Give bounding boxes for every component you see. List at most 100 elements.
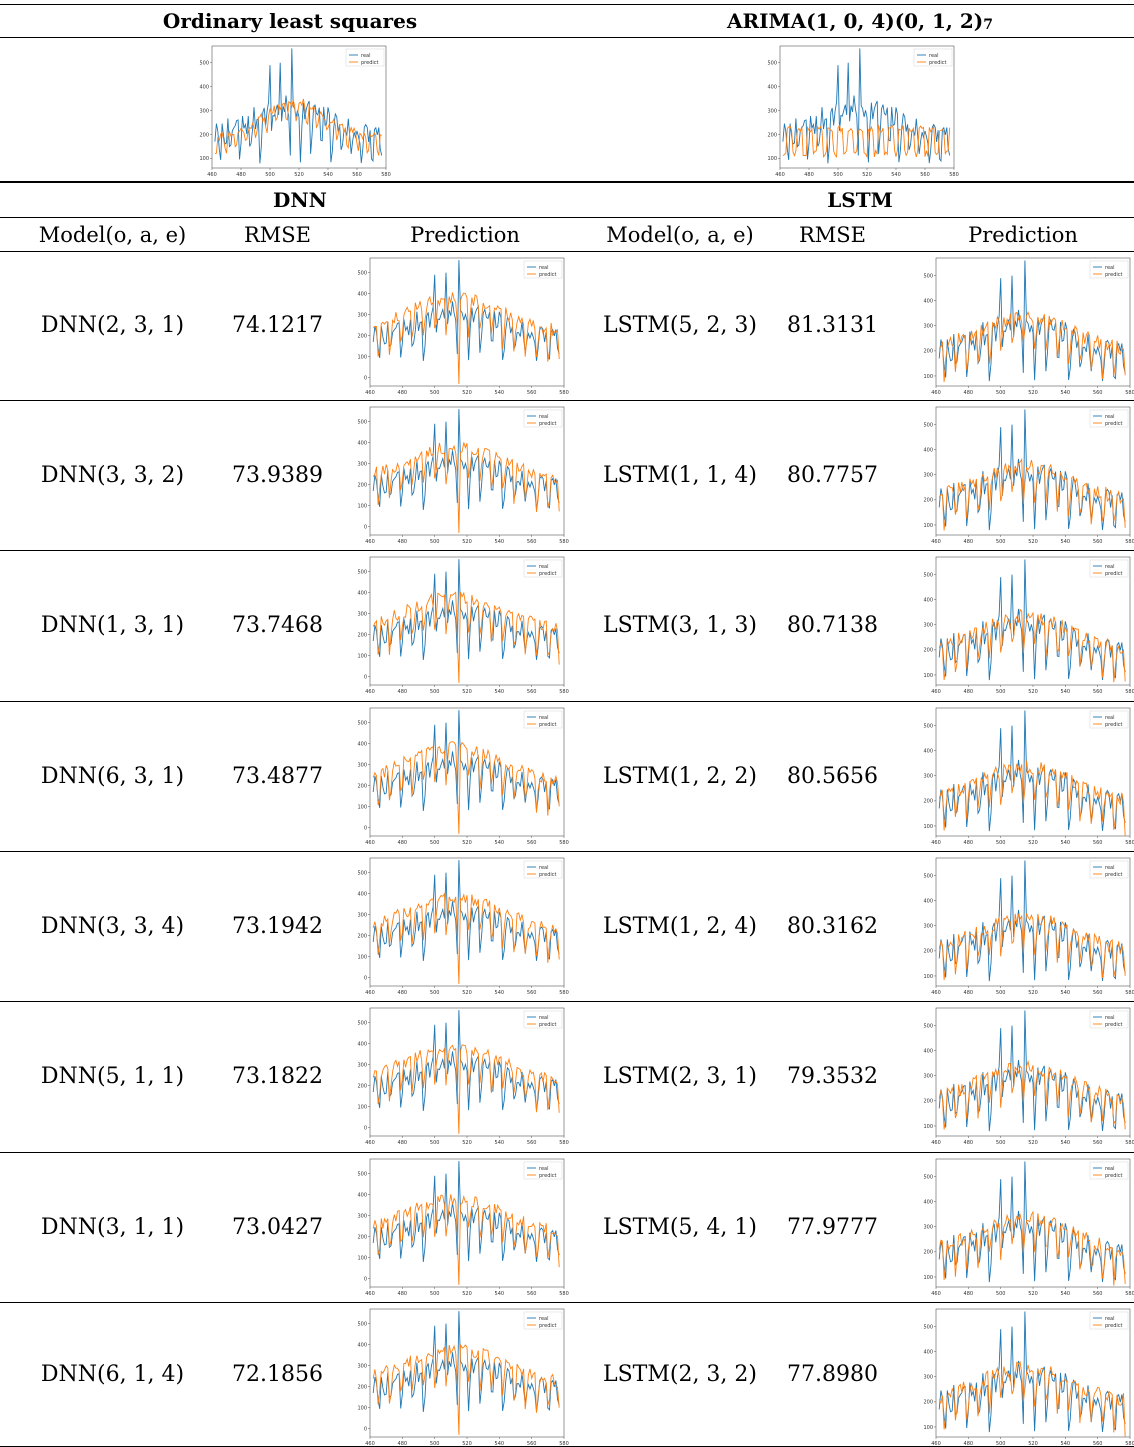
y-tick-label: 400	[199, 84, 209, 90]
y-tick-label: 400	[357, 1041, 367, 1047]
y-tick-label: 400	[923, 898, 933, 904]
y-tick-label: 100	[357, 954, 367, 960]
legend-predict-label: predict	[1105, 1022, 1123, 1028]
x-tick-label: 560	[1093, 539, 1103, 545]
real-series-line	[372, 860, 560, 961]
x-tick-label: 580	[559, 390, 569, 396]
y-tick-label: 200	[357, 482, 367, 488]
y-tick-label: 500	[923, 1023, 933, 1029]
x-tick-label: 480	[398, 1140, 408, 1146]
dnn-prediction-plot: 460 480 500 520 540 560 580 0 100 200 300 400 500 rea…	[357, 1308, 569, 1447]
y-tick-label: 300	[357, 762, 367, 768]
x-tick-label: 580	[559, 1441, 569, 1447]
dnn-rmse-cell: 72.1856	[232, 1361, 323, 1387]
predict-series-line	[938, 457, 1126, 531]
predict-series-line	[372, 442, 560, 533]
table-rule	[0, 701, 1134, 702]
x-tick-label: 540	[495, 1140, 505, 1146]
legend-predict-label: predict	[539, 571, 557, 577]
y-tick-label: 100	[357, 1104, 367, 1110]
legend-predict-label: predict	[539, 722, 557, 728]
x-tick-label: 540	[495, 840, 505, 846]
real-series-line	[938, 260, 1126, 382]
lstm-rmse-cell: 80.5656	[787, 763, 878, 789]
x-tick-label: 480	[964, 1441, 974, 1447]
predict-series-line	[938, 1059, 1126, 1130]
predict-series-line	[938, 760, 1126, 837]
x-tick-label: 460	[775, 172, 785, 178]
x-tick-label: 540	[495, 1441, 505, 1447]
dnn-model-cell: DNN(5, 1, 1)	[40, 1064, 185, 1089]
table-rule	[0, 181, 1134, 183]
dnn-prediction-plot: 460 480 500 520 540 560 580 0 100 200 300 400 500 rea…	[357, 556, 569, 695]
y-tick-label: 300	[357, 1363, 367, 1369]
real-series-line	[372, 260, 560, 361]
lstm-model-cell: LSTM(2, 3, 2)	[602, 1361, 757, 1387]
y-tick-label: 400	[357, 1192, 367, 1198]
y-tick-label: 400	[357, 440, 367, 446]
legend-real-label: real	[929, 53, 938, 59]
x-tick-label: 520	[462, 1140, 472, 1146]
dnn-prediction-plot: 460 480 500 520 540 560 580 0 100 200 300 400 500 rea…	[357, 1007, 569, 1146]
x-tick-label: 540	[1061, 840, 1071, 846]
x-tick-label: 540	[495, 990, 505, 996]
y-tick-label: 200	[923, 1250, 933, 1256]
x-tick-label: 480	[398, 1291, 408, 1297]
x-tick-label: 500	[430, 539, 440, 545]
predict-series-line	[214, 98, 382, 156]
lstm-prediction-plot: 460 480 500 520 540 560 580 100 200 300 400 500 real…	[923, 257, 1134, 396]
real-series-line	[372, 559, 560, 660]
x-tick-label: 500	[430, 840, 440, 846]
legend-predict-label: predict	[539, 421, 557, 427]
x-tick-label: 560	[527, 1140, 537, 1146]
x-tick-label: 560	[1093, 390, 1103, 396]
lstm-prediction-plot: 460 480 500 520 540 560 580 100 200 300 400 500 real…	[923, 1308, 1134, 1447]
lstm-rmse-cell: 80.7138	[787, 613, 878, 638]
x-tick-label: 560	[527, 539, 537, 545]
col-header-model-lstm: Model(o, a, e)	[606, 223, 754, 247]
y-tick-label: 100	[923, 374, 933, 380]
y-tick-label: 200	[923, 1099, 933, 1105]
x-tick-label: 460	[931, 390, 941, 396]
x-tick-label: 460	[365, 840, 375, 846]
y-tick-label: 400	[923, 298, 933, 304]
lstm-rmse-cell: 77.9777	[787, 1214, 878, 1240]
x-tick-label: 480	[398, 689, 408, 695]
x-tick-label: 580	[1125, 1291, 1134, 1297]
y-tick-label: 0	[364, 524, 367, 530]
x-tick-label: 500	[996, 990, 1006, 996]
y-tick-label: 0	[364, 1276, 367, 1282]
real-series-line	[372, 1010, 560, 1111]
x-tick-label: 480	[964, 689, 974, 695]
dnn-prediction-plot: 460 480 500 520 540 560 580 0 100 200 300 400 500 rea…	[357, 1158, 569, 1297]
y-tick-label: 0	[364, 825, 367, 831]
legend-real-label: real	[539, 1166, 548, 1172]
legend-real-label: real	[539, 414, 548, 420]
x-tick-label: 540	[323, 172, 333, 178]
y-tick-label: 300	[923, 1375, 933, 1381]
x-tick-label: 500	[996, 689, 1006, 695]
y-tick-label: 0	[364, 375, 367, 381]
ols-prediction-plot: 460 480 500 520 540 560 580 100 200 300 400 500 real…	[199, 45, 391, 178]
legend-real-label: real	[1105, 865, 1114, 871]
y-tick-label: 500	[357, 1321, 367, 1327]
x-tick-label: 480	[964, 390, 974, 396]
x-tick-label: 480	[964, 1140, 974, 1146]
y-tick-label: 500	[923, 273, 933, 279]
real-series-line	[938, 409, 1126, 531]
x-tick-label: 460	[365, 689, 375, 695]
y-tick-label: 100	[357, 503, 367, 509]
x-tick-label: 560	[920, 172, 930, 178]
y-tick-label: 500	[357, 419, 367, 425]
x-tick-label: 460	[931, 1140, 941, 1146]
x-tick-label: 580	[1125, 390, 1134, 396]
predict-series-line	[938, 1360, 1126, 1438]
legend-predict-label: predict	[361, 60, 379, 66]
y-tick-label: 400	[923, 1349, 933, 1355]
y-tick-label: 100	[357, 653, 367, 659]
y-tick-label: 200	[199, 132, 209, 138]
y-tick-label: 100	[767, 156, 777, 162]
dnn-rmse-cell: 73.4877	[232, 763, 323, 789]
x-tick-label: 460	[931, 539, 941, 545]
y-tick-label: 500	[357, 1020, 367, 1026]
